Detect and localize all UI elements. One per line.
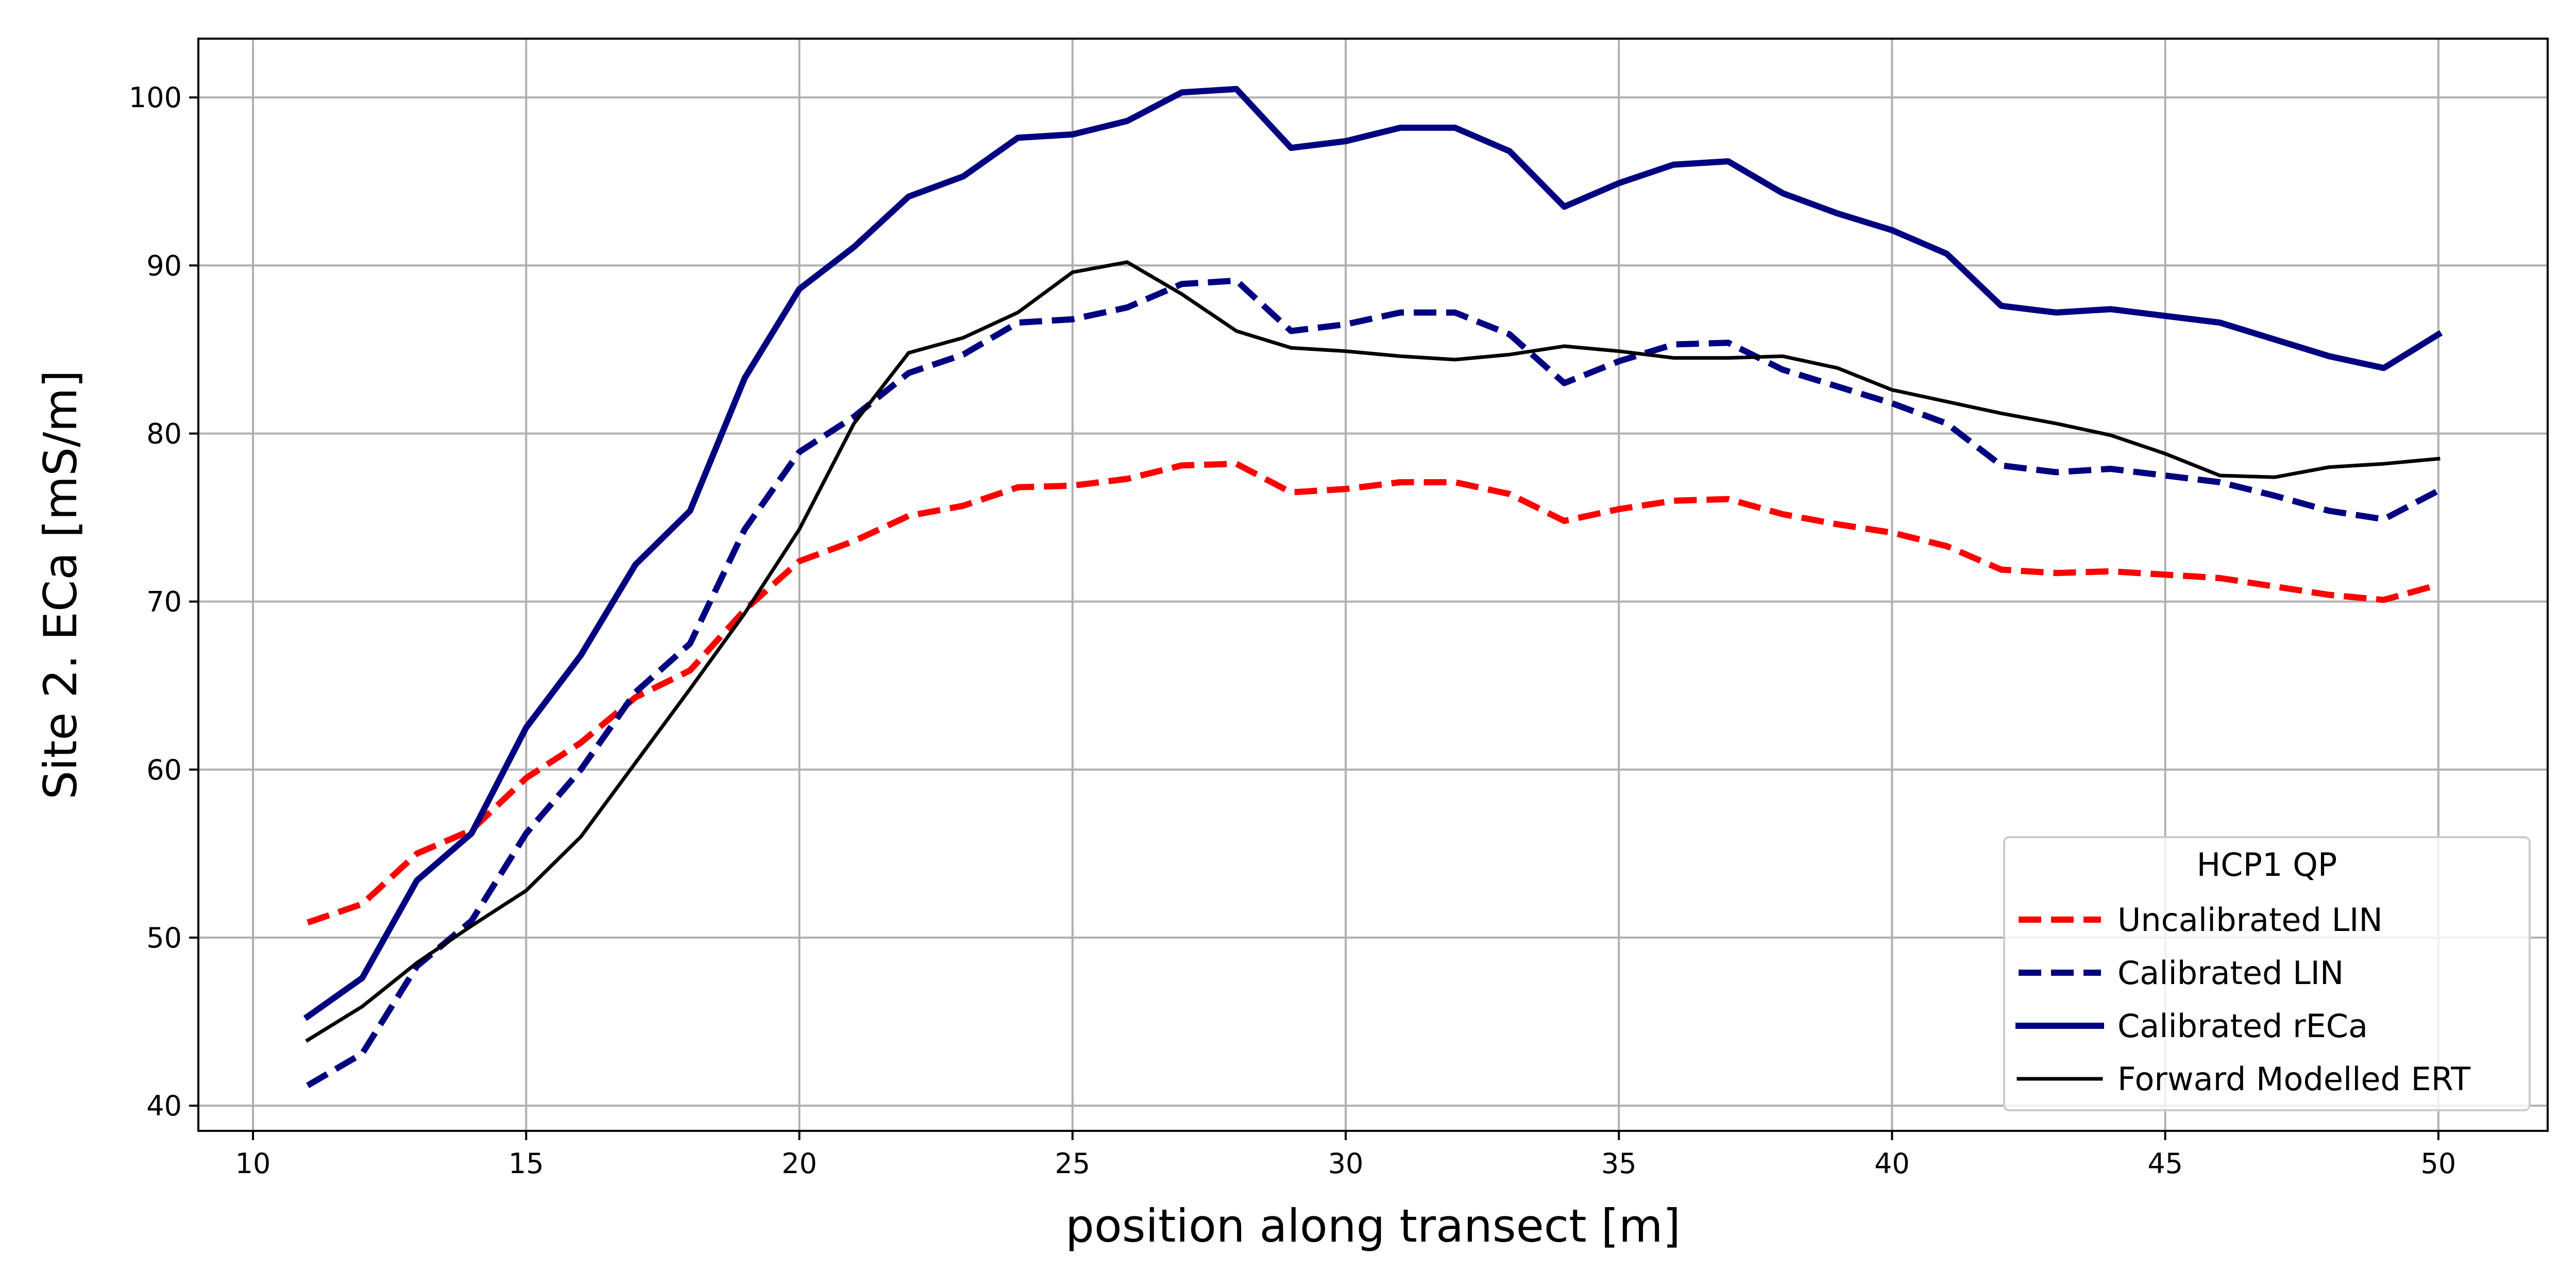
x-tick-label: 15: [509, 1147, 544, 1180]
x-tick-label: 10: [235, 1147, 271, 1180]
legend: HCP1 QP Uncalibrated LIN Calibrated LIN Ca…: [2003, 836, 2531, 1111]
x-tick-label: 20: [782, 1147, 817, 1180]
x-axis-label: position along transect [m]: [1065, 1199, 1681, 1252]
series-line-2: [306, 277, 2440, 1089]
legend-title: HCP1 QP: [2197, 846, 2337, 884]
legend-label: Calibrated LIN: [2117, 954, 2344, 992]
legend-label: Uncalibrated LIN: [2117, 901, 2383, 939]
y-tick-label: 70: [146, 586, 182, 618]
legend-label: Calibrated rECa: [2117, 1007, 2368, 1045]
y-tick-label: 60: [146, 754, 182, 786]
series-line-3: [303, 86, 2443, 1021]
y-axis-label: Site 2. ECa [mS/m]: [34, 370, 87, 799]
x-tick-label: 50: [2421, 1147, 2456, 1180]
x-tick-label: 45: [2147, 1147, 2183, 1180]
plot-frame: [197, 38, 2549, 1132]
x-tick-label: 30: [1328, 1147, 1364, 1180]
y-tick-label: 90: [146, 249, 182, 282]
series-layer: [303, 86, 2443, 1089]
legend-box: [2003, 836, 2531, 1111]
series-line-4: [305, 260, 2441, 1043]
y-tick-label: 100: [129, 81, 182, 114]
y-tick-label: 80: [146, 417, 182, 450]
y-tick-label: 40: [146, 1090, 182, 1122]
y-axis-ticks: 40 50 60 70 80 90 100: [129, 81, 198, 1122]
x-tick-label: 25: [1055, 1147, 1090, 1180]
x-tick-label: 35: [1601, 1147, 1637, 1180]
legend-label: Forward Modelled ERT: [2117, 1060, 2471, 1098]
series-line-1: [307, 461, 2439, 926]
legend-entries: Uncalibrated LIN Calibrated LIN Calibrated…: [2015, 901, 2471, 1098]
y-tick-label: 50: [146, 922, 182, 954]
x-tick-label: 40: [1874, 1147, 1910, 1180]
x-axis-ticks: 10 15 20 25 30 35 40 45 50: [235, 1131, 2456, 1180]
